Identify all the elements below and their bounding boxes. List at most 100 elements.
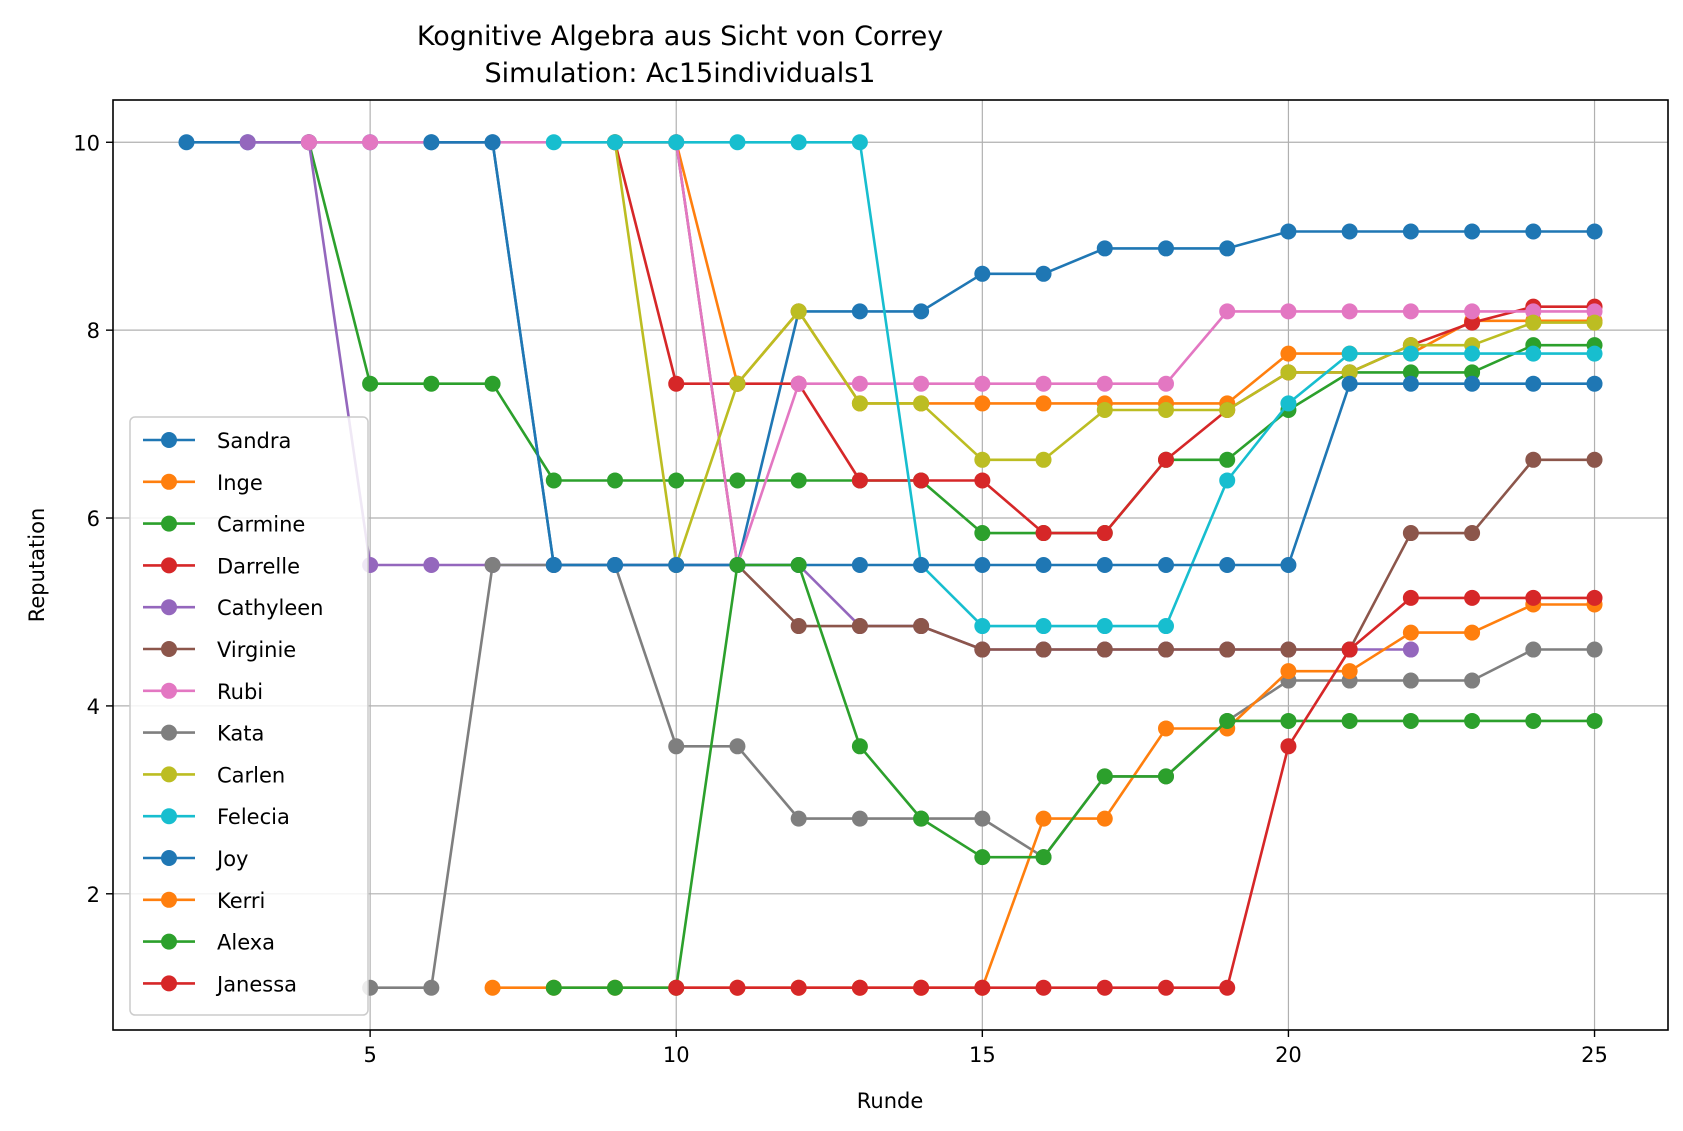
legend-label: Felecia <box>217 805 290 829</box>
data-point-sandra <box>1280 223 1297 240</box>
data-point-virginie <box>974 641 991 658</box>
data-point-alexa <box>851 738 868 755</box>
data-point-alexa <box>1219 712 1236 729</box>
data-point-alexa <box>913 810 930 827</box>
data-point-alexa <box>1402 712 1419 729</box>
legend-item-rubi: Rubi <box>143 680 263 704</box>
data-point-kata <box>423 979 440 996</box>
data-point-kata <box>484 557 501 573</box>
data-point-kata <box>790 810 807 827</box>
data-point-sandra <box>1219 240 1236 257</box>
data-point-carlen <box>790 303 807 320</box>
series-felecia <box>545 134 1603 635</box>
data-point-felecia <box>1157 618 1174 635</box>
data-point-carlen <box>1219 402 1236 418</box>
series-janessa <box>668 589 1603 996</box>
data-point-janessa <box>1402 589 1419 606</box>
data-point-felecia <box>1586 345 1603 362</box>
legend-swatch-marker <box>161 850 177 866</box>
data-point-darrelle <box>913 472 930 489</box>
data-point-kata <box>668 738 685 755</box>
data-point-cathyleen <box>239 134 256 151</box>
data-point-darrelle <box>1464 314 1481 331</box>
series-layer <box>178 134 1603 996</box>
legend-swatch-marker <box>161 766 177 783</box>
data-point-kerri <box>1402 624 1419 641</box>
data-point-alexa <box>545 979 562 996</box>
data-point-darrelle <box>1096 525 1113 542</box>
data-point-janessa <box>1525 589 1542 606</box>
ticks: 5 10 15 20 25 2 4 6 8 10 <box>73 131 1608 1067</box>
data-point-janessa <box>1096 979 1113 996</box>
data-point-rubi <box>1280 303 1297 320</box>
data-point-kata <box>729 738 746 755</box>
data-point-carmine <box>362 375 379 392</box>
data-point-cathyleen <box>1402 641 1419 658</box>
data-point-carlen <box>974 451 991 468</box>
legend-swatch-marker <box>161 557 177 574</box>
data-point-carlen <box>1525 314 1542 331</box>
data-point-carlen <box>913 395 930 412</box>
data-point-inge <box>974 395 991 412</box>
data-point-felecia <box>1525 345 1542 362</box>
data-point-darrelle <box>851 472 868 489</box>
data-point-sandra <box>1525 223 1542 240</box>
data-point-felecia <box>1035 618 1052 635</box>
data-point-darrelle <box>1157 451 1174 468</box>
data-point-virginie <box>1280 641 1297 658</box>
legend-label: Inge <box>217 471 263 495</box>
data-point-sandra <box>1402 223 1419 240</box>
data-point-sandra <box>1096 240 1113 257</box>
legend-item-kerri: Kerri <box>143 889 265 913</box>
data-point-rubi <box>1219 303 1236 320</box>
data-point-carmine <box>1402 364 1419 381</box>
data-point-rubi <box>851 375 868 392</box>
legend-swatch-marker <box>161 975 177 992</box>
data-point-carlen <box>1280 364 1297 381</box>
legend-label: Joy <box>215 847 248 871</box>
legend-label: Sandra <box>217 429 291 453</box>
data-point-janessa <box>1464 589 1481 606</box>
data-point-kerri <box>1035 810 1052 827</box>
legend-swatch-marker <box>161 808 177 825</box>
y-tick-label: 10 <box>73 131 100 155</box>
data-point-joy <box>851 557 868 573</box>
data-point-darrelle <box>974 472 991 489</box>
data-point-carmine <box>484 375 501 392</box>
legend-swatch-marker <box>161 891 177 908</box>
legend-item-carmine: Carmine <box>143 513 305 537</box>
data-point-carmine <box>423 375 440 392</box>
data-point-janessa <box>974 979 991 996</box>
data-point-janessa <box>668 979 685 996</box>
data-point-inge <box>1280 345 1297 362</box>
data-point-felecia <box>974 618 991 635</box>
series-line-carmine <box>307 141 1595 535</box>
data-point-felecia <box>1219 472 1236 489</box>
data-point-virginie <box>851 618 868 635</box>
data-point-carlen <box>851 395 868 412</box>
data-point-felecia <box>668 134 685 151</box>
data-point-carmine <box>1464 364 1481 381</box>
legend: Sandra Inge Carmine Darrelle Cathyleen Virgin… <box>129 416 369 1016</box>
data-point-virginie <box>1035 641 1052 658</box>
data-point-joy <box>423 134 440 151</box>
data-point-kerri <box>1096 810 1113 827</box>
data-point-felecia <box>1280 395 1297 412</box>
data-point-alexa <box>974 849 991 866</box>
data-point-virginie <box>1219 641 1236 658</box>
plot-frame <box>112 99 1669 1031</box>
data-point-joy <box>1586 375 1603 392</box>
legend-swatch-marker <box>161 682 177 699</box>
legend-item-cathyleen: Cathyleen <box>143 596 324 620</box>
data-point-janessa <box>1280 738 1297 755</box>
x-tick-label: 15 <box>969 1043 996 1067</box>
data-point-kerri <box>1280 663 1297 680</box>
data-point-rubi <box>1341 303 1358 320</box>
data-point-sandra <box>974 265 991 282</box>
data-point-carlen <box>1341 364 1358 381</box>
data-point-rubi <box>1464 303 1481 320</box>
legend-item-sandra: Sandra <box>143 429 291 453</box>
data-point-joy <box>545 557 562 573</box>
legend-swatch-marker <box>161 515 177 532</box>
data-point-kata <box>1586 641 1603 658</box>
